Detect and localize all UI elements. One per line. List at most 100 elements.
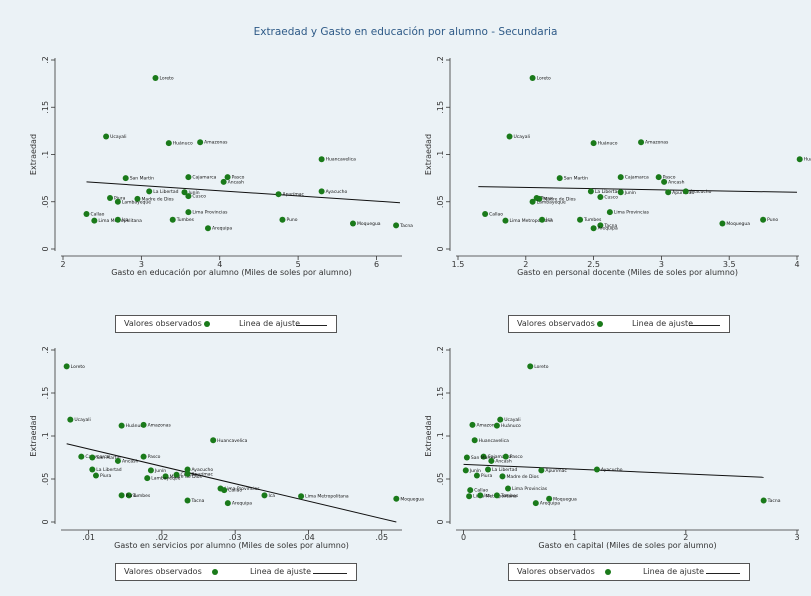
data-point (473, 472, 480, 479)
x-tick-label: 3 (794, 533, 799, 542)
data-point-label: La Libertad (492, 467, 517, 473)
x-axis-label: Gasto en educación por alumno (Miles de … (111, 267, 352, 277)
data-point (185, 193, 192, 200)
data-point (118, 492, 125, 499)
data-point-label: Ayacucho (326, 189, 348, 195)
data-point (597, 194, 604, 201)
data-point-label: Madre de Dios (141, 196, 174, 202)
y-tick-label: .15 (436, 387, 445, 400)
data-point (140, 453, 147, 460)
data-point (796, 156, 803, 163)
data-point (103, 133, 110, 140)
data-point (493, 422, 500, 429)
y-tick-label: .2 (41, 56, 50, 64)
data-point (477, 492, 484, 499)
x-tick-label: 5 (296, 260, 301, 269)
y-tick-label: .05 (41, 195, 50, 208)
data-point-label: Junín (187, 189, 199, 196)
data-point (173, 471, 180, 478)
data-point (497, 416, 504, 423)
data-point-label: Lima Provincias (225, 486, 261, 492)
data-point (184, 497, 191, 504)
data-point (197, 139, 204, 146)
legend-observed-marker (212, 569, 218, 575)
data-point (606, 209, 613, 216)
data-point-label: Ayacucho (192, 467, 214, 473)
data-point (502, 217, 509, 224)
legend-observed-label: Valores observados (124, 567, 202, 576)
data-point (224, 174, 231, 181)
data-point (125, 492, 132, 499)
data-point-label: Loreto (159, 75, 173, 81)
y-axis-label: Extraedad (424, 134, 433, 175)
data-point (536, 195, 543, 202)
y-tick-label: .2 (436, 346, 445, 354)
data-point (162, 473, 169, 480)
data-point-label: Moquegua (357, 221, 381, 227)
data-point-label: Ucayali (74, 417, 90, 423)
data-point-label: Ayacucho (601, 467, 623, 473)
x-tick-label: .04 (302, 533, 315, 542)
data-point (89, 466, 96, 473)
data-point (539, 216, 546, 223)
data-point-label: Huancavelica (217, 438, 247, 444)
data-point-label: San Martín (564, 175, 588, 182)
y-tick-label: 0 (41, 519, 50, 524)
legend-fit-marker (689, 325, 720, 326)
y-tick-label: .05 (436, 195, 445, 208)
x-tick-label: 4 (217, 260, 222, 269)
data-point-label: Pasco (232, 175, 245, 181)
data-point-label: Pasco (148, 454, 161, 460)
data-point-label: Loreto (537, 75, 551, 81)
data-point-label: Lambayeque (537, 199, 566, 205)
data-point-label: San Martín (471, 454, 495, 461)
data-point (760, 497, 767, 504)
x-tick-label: 3 (139, 260, 144, 269)
data-point (529, 198, 536, 205)
data-point-label: San Martín (96, 454, 120, 461)
x-axis-label: Gasto en capital (Miles de soles por alu… (538, 541, 716, 550)
legend-observed-marker (204, 321, 210, 327)
data-point-label: Apurímac (192, 470, 214, 477)
data-point-label: Huancavelica (479, 438, 509, 444)
data-point-label: Ucayali (110, 134, 126, 140)
x-tick-label: .02 (156, 533, 169, 542)
data-point (527, 363, 534, 370)
data-point-label: Junín (469, 467, 481, 474)
data-point (617, 174, 624, 181)
data-point-label: Lambayeque (122, 199, 151, 205)
data-point (83, 211, 90, 218)
data-point (529, 74, 536, 81)
data-point (577, 216, 584, 223)
x-tick-label: 0 (461, 533, 466, 542)
legend: Valores observados Linea de ajuste (115, 563, 357, 581)
y-tick-label: .1 (41, 151, 50, 159)
data-point (546, 495, 553, 502)
data-point (393, 495, 400, 502)
data-point-label: Arequipa (598, 226, 618, 232)
fit-line (66, 443, 397, 523)
data-point-label: Huánuco (501, 422, 521, 429)
data-point (469, 421, 476, 428)
fit-line (478, 186, 798, 193)
data-point (298, 493, 305, 500)
data-point-label: Madre de Dios (543, 196, 576, 202)
data-point-label: Tumbes (500, 493, 519, 499)
data-point-label: Arequipa (540, 501, 560, 507)
data-point-label: Tumbes (176, 217, 195, 223)
data-point (480, 453, 487, 460)
data-point (493, 492, 500, 499)
data-point (463, 454, 470, 461)
data-point (184, 470, 191, 477)
data-point (462, 467, 469, 474)
data-point-label: Madre de Dios (506, 474, 539, 480)
data-point (165, 140, 172, 147)
y-tick-label: .1 (436, 151, 445, 159)
data-point (140, 421, 147, 428)
data-point-label: La Libertad (153, 189, 178, 195)
legend-observed-label: Valores observados (517, 567, 595, 576)
data-point-label: Loreto (71, 364, 85, 370)
data-point-label: Tacna (191, 498, 205, 504)
data-point-label: Apurímac (545, 467, 567, 474)
